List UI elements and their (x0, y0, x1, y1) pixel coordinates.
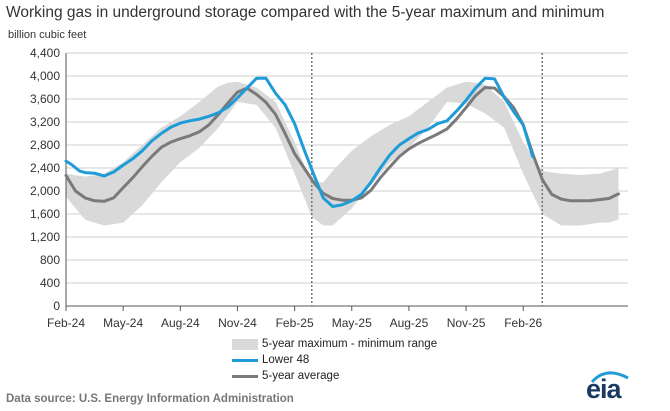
y-tick-label: 0 (53, 299, 60, 313)
y-tick-label: 3,200 (30, 115, 60, 129)
logo-swoosh-icon (590, 371, 629, 384)
y-tick-label: 4,000 (30, 69, 60, 83)
x-tick-label: Nov-24 (218, 316, 257, 330)
eia-logo[interactable]: eia (586, 368, 632, 404)
y-tick-label: 3,600 (30, 92, 60, 106)
legend-swatch-average (232, 374, 258, 378)
x-tick-label: Feb-25 (276, 316, 314, 330)
y-tick-label: 4,400 (30, 46, 60, 60)
x-tick-label: Aug-25 (390, 316, 429, 330)
y-tick-label: 400 (40, 276, 60, 290)
y-axis-label: billion cubic feet (8, 29, 87, 41)
series-line-lower48 (64, 76, 535, 208)
legend-swatch-lower48 (232, 358, 258, 362)
legend-swatch-range (232, 338, 258, 350)
chart-legend: 5-year maximum - minimum range Lower 48 … (232, 336, 437, 384)
logo-text: eia (586, 374, 622, 404)
y-tick-label: 1,200 (30, 230, 60, 244)
legend-label-average: 5-year average (262, 370, 340, 382)
data-source: Data source: U.S. Energy Information Adm… (6, 393, 294, 405)
x-tick-label: May-24 (103, 316, 143, 330)
x-tick-label: Feb-24 (47, 316, 85, 330)
x-tick-label: May-25 (332, 316, 372, 330)
legend-item-average: 5-year average (232, 368, 437, 384)
x-tick-label: Nov-25 (447, 316, 486, 330)
x-tick-label: Aug-24 (161, 316, 200, 330)
y-tick-label: 2,400 (30, 161, 60, 175)
y-tick-label: 2,000 (30, 184, 60, 198)
y-tick-label: 2,800 (30, 138, 60, 152)
y-tick-label: 1,600 (30, 207, 60, 221)
legend-label-range: 5-year maximum - minimum range (262, 338, 438, 350)
x-tick-label: Feb-26 (504, 316, 542, 330)
legend-item-range: 5-year maximum - minimum range (232, 336, 437, 352)
chart-title: Working gas in underground storage compa… (6, 4, 605, 21)
legend-item-lower48: Lower 48 (232, 352, 437, 368)
y-tick-label: 800 (40, 253, 60, 267)
legend-label-lower48: Lower 48 (262, 354, 310, 366)
